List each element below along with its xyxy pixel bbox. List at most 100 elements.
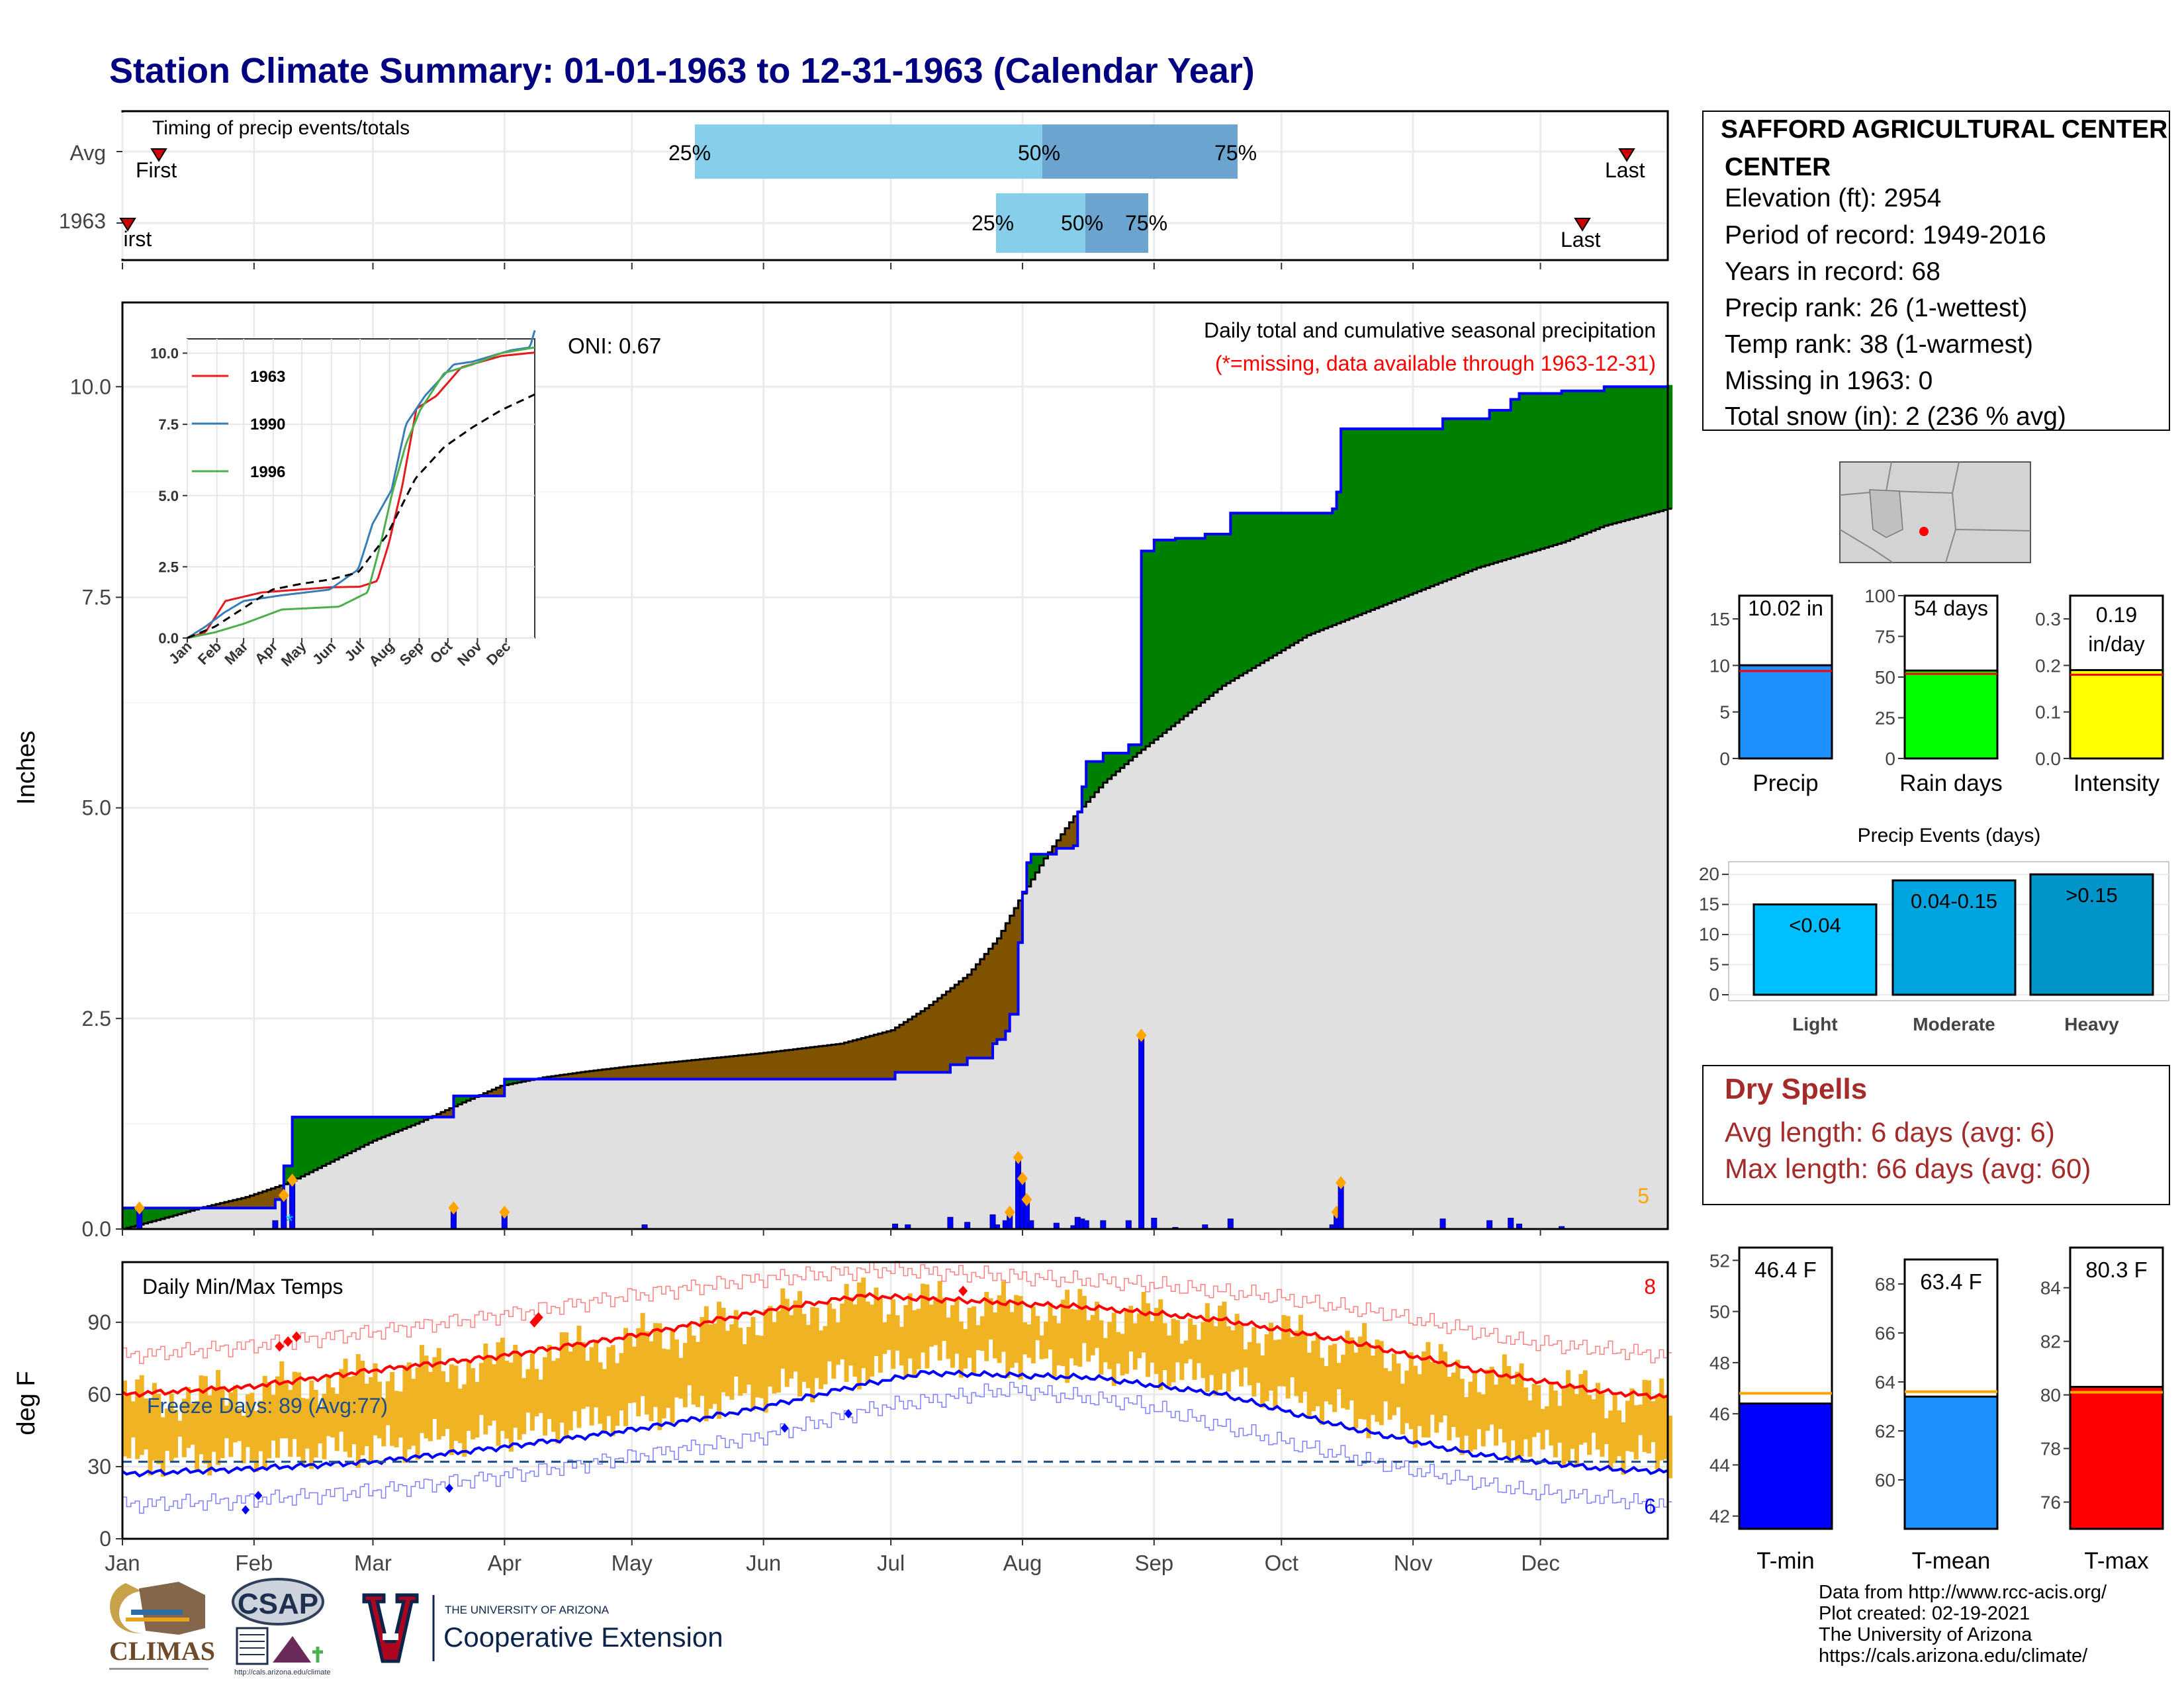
inset-legend-label: 1963: [250, 368, 285, 386]
precip-y-tick: 5.0: [82, 796, 111, 820]
station-period: Period of record: 1949-2016: [1725, 221, 2046, 250]
avg-iqr-lower: [695, 124, 1042, 179]
avg-cumulative-line: [122, 508, 1672, 1230]
month-label: Jan: [105, 1551, 140, 1575]
temp-y-tick: 30: [87, 1455, 111, 1479]
temp-count-top: 8: [1644, 1275, 1656, 1299]
summary-bar-fill: [1903, 669, 1999, 760]
daily-precip-bar: [1486, 1220, 1493, 1230]
month-label: Apr: [488, 1551, 522, 1575]
record-high-marker: [292, 1331, 302, 1342]
temp-summary-label: T-min: [1756, 1548, 1815, 1574]
year-p50-label: 50%: [1061, 211, 1103, 235]
avg-tmax-line: [121, 1292, 1668, 1400]
temp-summary-y-tick: 78: [2040, 1439, 2061, 1459]
daily-precip-bar: [1151, 1218, 1158, 1230]
inset-line-1990: [187, 330, 536, 639]
record-tmin-line: [122, 1381, 1672, 1514]
precip-panel: * 0.0 2.5 5.0 7.5 10.0 Inches Daily total an…: [13, 301, 1673, 1241]
precip-event-marker: [278, 1189, 289, 1203]
precip-y-tick: 0.0: [82, 1217, 111, 1241]
summary-y-tick: 10: [1709, 655, 1730, 676]
temp-summary-fill: [1738, 1402, 1833, 1530]
precip-events-chart: Precip Events (days) 0 5 10 15 20 <0.04 Light 0…: [1699, 825, 2169, 1034]
precip-corner-count: 5: [1637, 1184, 1649, 1208]
daily-precip-bar: [964, 1222, 971, 1230]
station-elevation: Elevation (ft): 2954: [1725, 184, 1941, 212]
page-title: Station Climate Summary: 01-01-1963 to 1…: [109, 51, 1255, 91]
summary-bar-intensity: 0.0 0.1 0.2 0.3 0.19 in/day Intensity: [2035, 594, 2164, 796]
month-label: Mar: [354, 1551, 392, 1575]
station-name: SAFFORD AGRICULTURAL CENTER: [1721, 115, 2167, 144]
event-bar-label: Heavy: [2064, 1014, 2119, 1034]
record-low-marker: [844, 1408, 852, 1418]
month-label: Feb: [235, 1551, 273, 1575]
station-temp-rank: Temp rank: 38 (1-warmest): [1725, 330, 2033, 359]
month-label: Dec: [1521, 1551, 1560, 1575]
avg-p50-label: 50%: [1018, 141, 1060, 165]
summary-y-tick: 5: [1719, 702, 1730, 723]
event-bar-label: Moderate: [1913, 1014, 1995, 1034]
events-y-tick: 15: [1699, 894, 1719, 915]
daily-precip-bar: [1138, 1034, 1145, 1230]
climas-logo: CLIMAS: [109, 1582, 215, 1670]
footer-line-created: Plot created: 02-19-2021: [1819, 1603, 2030, 1624]
precip-event-marker: [1013, 1150, 1024, 1164]
avg-first-label: First: [136, 158, 177, 182]
events-y-tick: 10: [1699, 924, 1719, 944]
temp-summary-value: 80.3 F: [2085, 1257, 2148, 1282]
summary-bar-label: Intensity: [2073, 770, 2160, 796]
footer-credits: Data from http://www.rcc-acis.org/ Plot …: [1819, 1582, 2107, 1667]
inset-y-tick: 5.0: [158, 488, 179, 504]
events-y-tick: 0: [1709, 984, 1719, 1005]
record-high-marker: [533, 1312, 543, 1323]
avg-last-label: Last: [1605, 158, 1645, 182]
station-total-snow: Total snow (in): 2 (236 % avg): [1725, 402, 2066, 431]
avg-p75-label: 75%: [1214, 141, 1257, 165]
inset-y-tick: 7.5: [158, 416, 179, 433]
summary-bar-precip: 0 5 10 15 10.02 in Precip: [1709, 594, 1833, 796]
precip-y-tick: 7.5: [82, 585, 111, 609]
precip-panel-title: Daily total and cumulative seasonal prec…: [1204, 318, 1656, 342]
temp-summary-y-tick: 60: [1875, 1470, 1895, 1490]
month-label: Oct: [1265, 1551, 1298, 1575]
oni-value: ONI: 0.67: [568, 334, 661, 358]
timing-title: Timing of precip events/totals: [152, 117, 410, 139]
temp-summary-fill: [1903, 1395, 1999, 1530]
station-precip-rank: Precip rank: 26 (1-wettest): [1725, 294, 2027, 322]
summary-bar-rain-days: 0 25 50 75 100 54 days Rain days: [1864, 586, 2003, 796]
year-iqr-upper: [1085, 193, 1148, 253]
timing-row-avg-label: Avg: [69, 141, 106, 165]
temp-summary-y-tick: 84: [2040, 1278, 2061, 1299]
station-location-dot: [1919, 527, 1929, 536]
temp-summary-value: 46.4 F: [1754, 1257, 1817, 1282]
temp-summary-value: 63.4 F: [1920, 1269, 1982, 1294]
summary-bar-label: Rain days: [1899, 770, 2003, 796]
inset-legend-label: 1990: [250, 416, 285, 434]
precip-event-marker: [499, 1205, 510, 1219]
summary-y-tick: 50: [1875, 667, 1895, 688]
month-label: Aug: [1003, 1551, 1042, 1575]
daily-precip-bar: [1083, 1220, 1089, 1230]
dry-spells-box: Dry Spells Avg length: 6 days (avg: 6) M…: [1702, 1065, 2170, 1205]
inset-y-tick: 10.0: [150, 345, 179, 362]
event-bar-moderate: [1891, 879, 2017, 996]
avg-p25-label: 25%: [668, 141, 711, 165]
station-info-box: SAFFORD AGRICULTURAL CENTER CENTER Eleva…: [1702, 111, 2170, 431]
inset-line-1996: [187, 346, 535, 639]
temperature-panel: 0 30 60 90 Jan Feb Mar Apr May Jun Jul Aug Sep Oct No…: [13, 1261, 1673, 1575]
summary-y-tick: 0: [1719, 749, 1730, 769]
inset-legend-label: 1996: [250, 463, 285, 481]
daily-precip-bar: [947, 1216, 954, 1230]
precip-event-marker: [287, 1173, 298, 1187]
temp-summary-label: T-max: [2084, 1548, 2149, 1574]
precip-departure-fill: [122, 385, 1673, 1229]
summary-bar-label: Precip: [1752, 770, 1818, 796]
summary-y-tick: 15: [1709, 609, 1730, 629]
month-label: Jun: [746, 1551, 781, 1575]
inset-y-tick: 0.0: [158, 630, 179, 647]
event-bar-heavy: [2029, 873, 2154, 996]
month-label: Sep: [1134, 1551, 1173, 1575]
precip-y-tick: 2.5: [82, 1007, 111, 1030]
